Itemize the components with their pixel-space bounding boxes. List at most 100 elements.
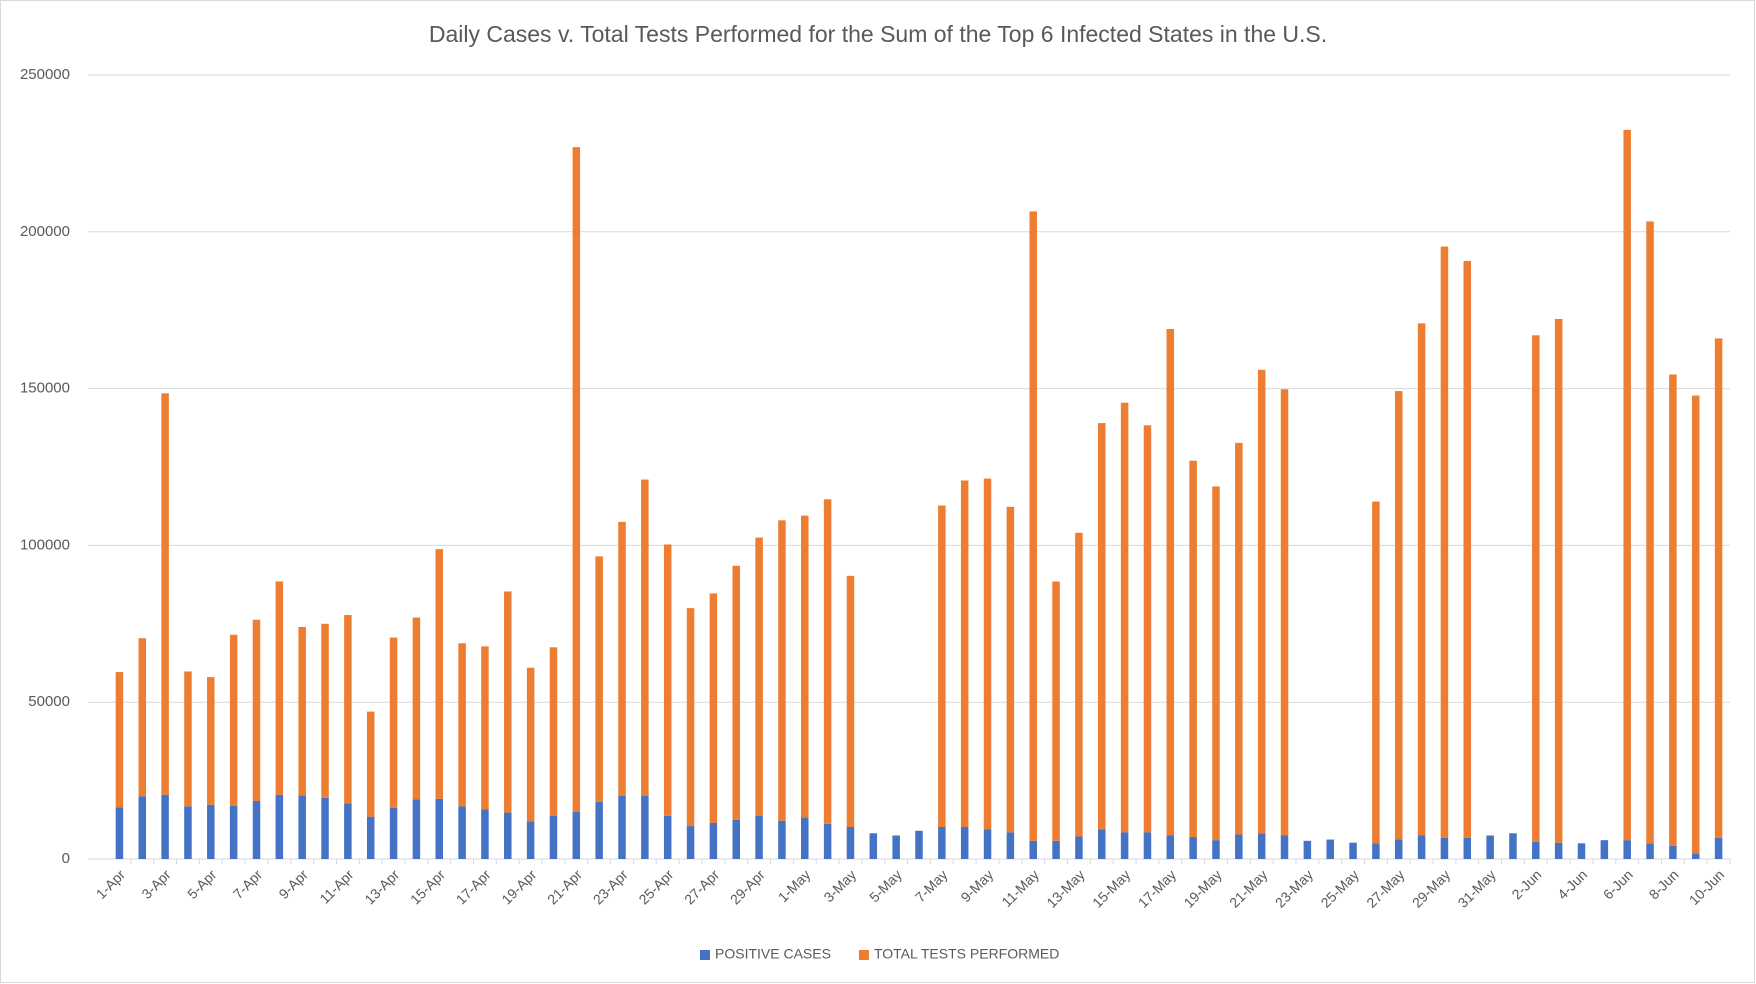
bar-segment (1120, 832, 1129, 859)
bar-segment (595, 556, 603, 802)
bar-segment (1691, 395, 1700, 854)
bar-segment (1212, 486, 1220, 841)
bar-segment (1189, 460, 1197, 838)
bar-segment (663, 815, 672, 859)
legend-swatch (858, 950, 869, 960)
bar-segment (1303, 840, 1312, 859)
bar-segment (1120, 402, 1129, 833)
bar-segment (1235, 834, 1243, 859)
bar-segment (229, 634, 238, 806)
bar-segment (1280, 389, 1289, 836)
bar-segment (663, 544, 672, 816)
bar-segment (344, 803, 352, 859)
bar-segment (823, 823, 832, 859)
bar-segment (1052, 581, 1060, 841)
bar-segment (207, 804, 215, 859)
bar-segment (1509, 833, 1517, 859)
bar-segment (1463, 260, 1472, 838)
bar-segment (755, 537, 763, 816)
bar-segment (321, 797, 329, 859)
bar-segment (960, 480, 969, 828)
bar-segment (549, 647, 558, 816)
bar-segment (1577, 843, 1586, 859)
bar-segment (1646, 843, 1654, 859)
y-tick-label: 150000 (20, 380, 70, 397)
bar-segment (641, 795, 649, 859)
bar-segment (1280, 835, 1289, 859)
bar-segment (1166, 835, 1175, 859)
bar-segment (275, 581, 284, 795)
bar-segment (1006, 506, 1015, 833)
bar-segment (823, 499, 832, 824)
bar-segment (892, 835, 900, 859)
bar-segment (138, 638, 147, 797)
bar-segment (983, 829, 992, 859)
bar-segment (1006, 832, 1015, 859)
bar-segment (686, 608, 695, 827)
bar-segment (1029, 211, 1037, 841)
bar-segment (846, 575, 855, 828)
bar-segment (229, 805, 238, 859)
y-tick-label: 100000 (20, 536, 70, 553)
bar-segment (1691, 853, 1700, 859)
bar-segment (435, 549, 444, 799)
bar-segment (526, 821, 535, 859)
bar-segment (161, 794, 169, 859)
bar-segment (1212, 840, 1220, 859)
bar-segment (1463, 837, 1472, 859)
bar-segment (115, 807, 124, 859)
bar-segment (1417, 835, 1426, 859)
bar-segment (1394, 839, 1403, 859)
bar-segment (298, 626, 306, 796)
bar-segment (1257, 833, 1266, 859)
bar-segment (732, 819, 740, 859)
bar-segment (184, 671, 192, 807)
y-tick-label: 50000 (28, 693, 70, 710)
bar-segment (1486, 835, 1494, 859)
bar-segment (1440, 837, 1449, 859)
bar-segment (1143, 425, 1152, 833)
bar-segment (618, 521, 626, 796)
bar-segment (938, 505, 946, 828)
bar-segment (801, 817, 809, 859)
y-tick-label: 250000 (20, 66, 70, 83)
bar-segment (458, 643, 466, 807)
bar-segment (778, 520, 786, 821)
bar-segment (618, 795, 626, 859)
bar-segment (1714, 837, 1723, 859)
bar-segment (1600, 840, 1609, 859)
bar-segment (504, 591, 512, 813)
bar-segment (1714, 338, 1723, 838)
bar-segment (572, 147, 581, 812)
bar-segment (915, 830, 923, 859)
bar-segment (1075, 836, 1083, 859)
bar-segment (938, 827, 946, 859)
bar-segment (869, 833, 878, 859)
legend-label: TOTAL TESTS PERFORMED (874, 946, 1059, 962)
bar-segment (572, 811, 581, 859)
bar-segment (252, 619, 261, 801)
bar-segment (801, 515, 809, 818)
bar-segment (1098, 423, 1106, 830)
bar-segment (1372, 501, 1380, 844)
bar-segment (1646, 221, 1654, 844)
bar-segment (207, 677, 215, 805)
legend-label: POSITIVE CASES (715, 946, 831, 962)
bar-segment (709, 593, 718, 823)
bar-segment (275, 794, 284, 859)
bar-segment (252, 800, 261, 859)
bar-segment (755, 815, 763, 859)
bar-segment (298, 795, 306, 859)
bar-segment (732, 565, 740, 820)
bar-segment (846, 827, 855, 859)
bar-segment (1623, 129, 1631, 841)
bar-segment (1075, 532, 1083, 837)
bar-segment (686, 826, 695, 859)
chart-title: Daily Cases v. Total Tests Performed for… (429, 21, 1327, 47)
y-tick-label: 0 (62, 850, 70, 867)
bar-segment (709, 822, 718, 859)
bar-segment (412, 617, 421, 800)
